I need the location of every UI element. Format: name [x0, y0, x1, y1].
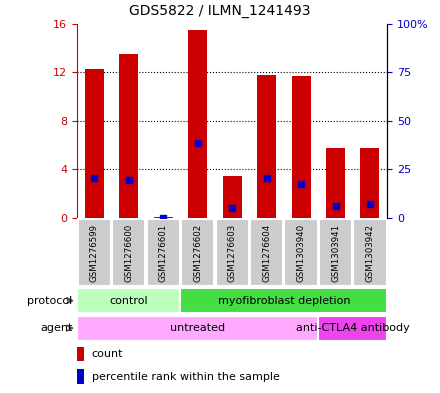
Text: GSM1303942: GSM1303942 [366, 224, 374, 281]
FancyBboxPatch shape [216, 219, 249, 286]
Text: GSM1303940: GSM1303940 [297, 224, 305, 281]
FancyBboxPatch shape [319, 219, 352, 286]
Bar [85, 68, 104, 218]
Bar [326, 148, 345, 218]
FancyBboxPatch shape [285, 219, 318, 286]
FancyBboxPatch shape [353, 219, 386, 286]
Bar [292, 76, 311, 218]
Text: GSM1303941: GSM1303941 [331, 224, 340, 281]
Point [229, 205, 236, 211]
Bar [77, 347, 84, 361]
FancyBboxPatch shape [78, 219, 111, 286]
Text: GSM1276600: GSM1276600 [124, 223, 133, 282]
Text: GSM1276602: GSM1276602 [193, 223, 202, 282]
Text: control: control [110, 296, 148, 306]
Bar [188, 29, 207, 218]
Point [263, 175, 270, 182]
Text: GSM1276599: GSM1276599 [90, 224, 99, 281]
Text: myofibroblast depletion: myofibroblast depletion [217, 296, 350, 306]
Point [91, 175, 98, 182]
Text: GDS5822 / ILMN_1241493: GDS5822 / ILMN_1241493 [129, 4, 311, 18]
Point [125, 177, 132, 183]
Text: GSM1276603: GSM1276603 [227, 223, 237, 282]
Point [160, 215, 167, 221]
Point [367, 200, 374, 207]
Text: GSM1276604: GSM1276604 [262, 223, 271, 282]
Text: anti-CTLA4 antibody: anti-CTLA4 antibody [296, 323, 410, 333]
FancyBboxPatch shape [180, 288, 387, 313]
Bar [257, 75, 276, 218]
Text: GSM1276601: GSM1276601 [159, 223, 168, 282]
Bar [119, 54, 138, 218]
Text: protocol: protocol [27, 296, 73, 306]
Text: count: count [92, 349, 123, 359]
Text: untreated: untreated [170, 323, 225, 333]
FancyBboxPatch shape [318, 316, 387, 340]
Bar [77, 369, 84, 384]
Point [332, 203, 339, 209]
Bar [360, 148, 379, 218]
FancyBboxPatch shape [77, 316, 318, 340]
FancyBboxPatch shape [77, 288, 180, 313]
FancyBboxPatch shape [181, 219, 214, 286]
FancyBboxPatch shape [250, 219, 283, 286]
Bar [223, 176, 242, 218]
Point [194, 140, 201, 146]
FancyBboxPatch shape [147, 219, 180, 286]
FancyBboxPatch shape [112, 219, 145, 286]
Text: percentile rank within the sample: percentile rank within the sample [92, 372, 279, 382]
Text: agent: agent [40, 323, 73, 333]
Bar [154, 217, 172, 218]
Point [297, 181, 304, 187]
